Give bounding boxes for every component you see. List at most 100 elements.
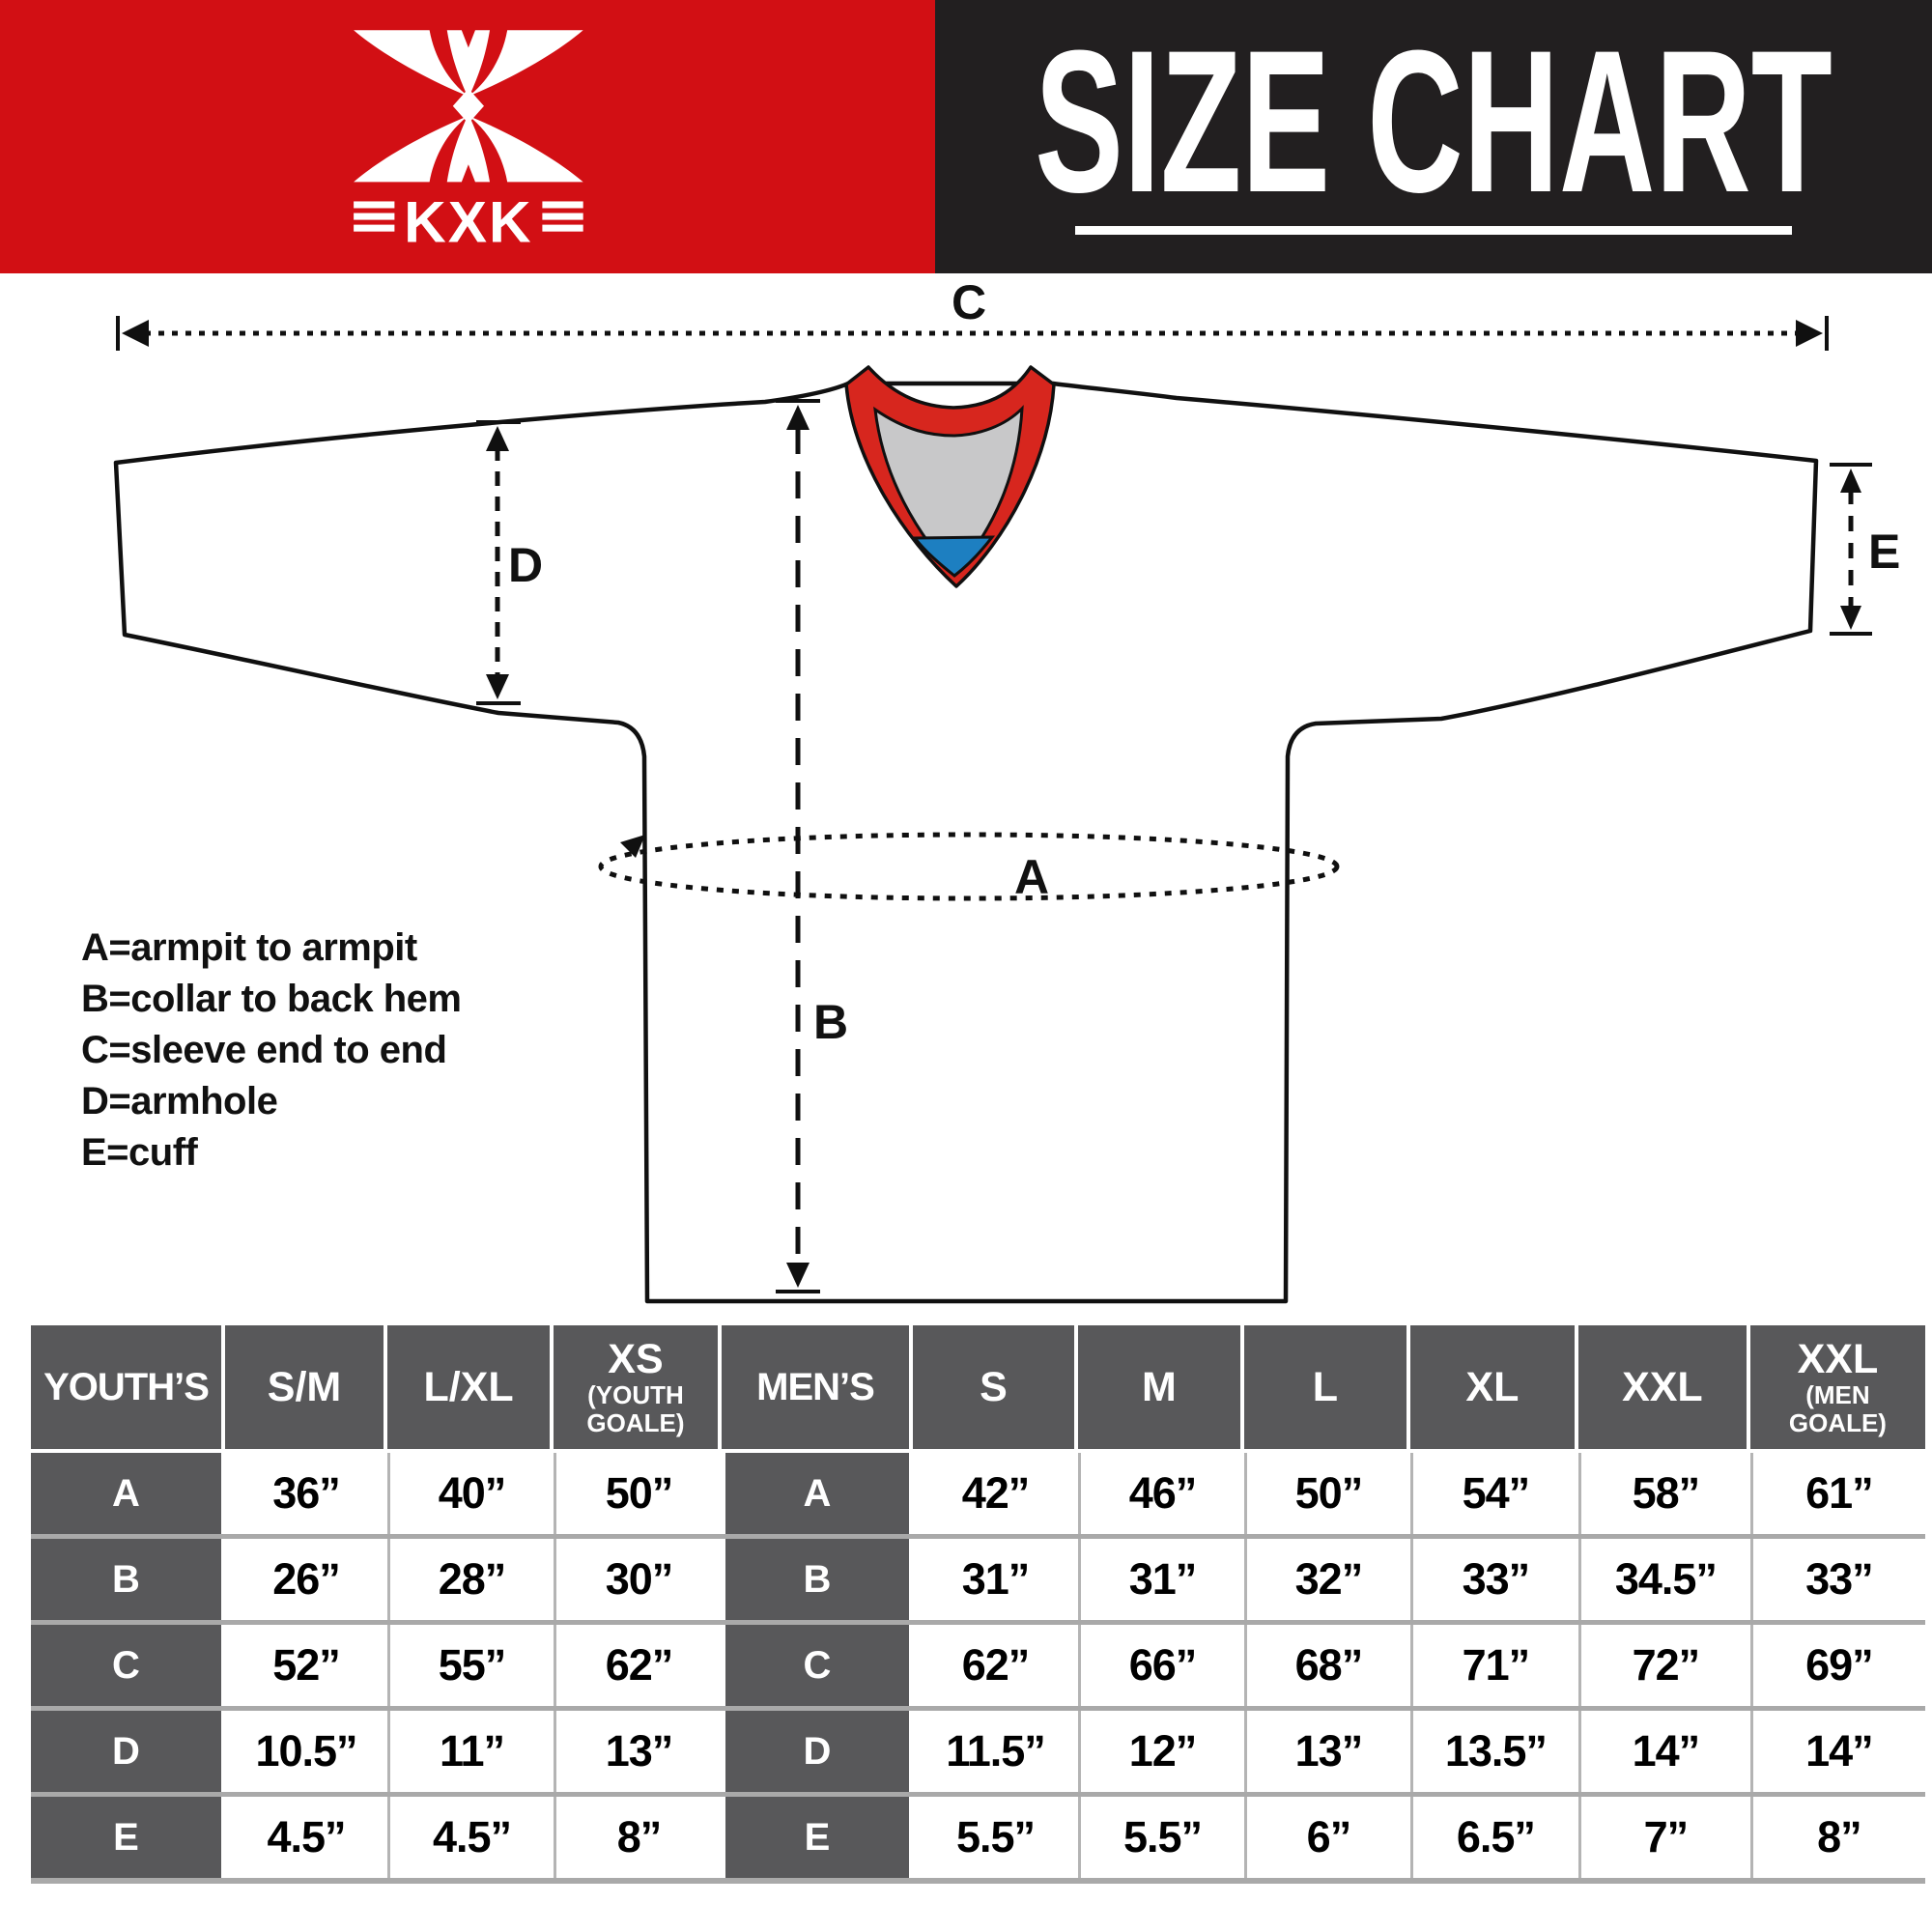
row-letter: A (112, 1471, 140, 1515)
table-cell: 33” (1749, 1539, 1925, 1620)
kxk-logo: KXK (354, 30, 583, 255)
table-cell: 13.5” (1409, 1711, 1578, 1792)
table-cell: 68” (1243, 1625, 1410, 1706)
row-letter: B (803, 1557, 832, 1601)
measure-A: A (598, 832, 1340, 904)
table-cell: 58” (1577, 1453, 1750, 1534)
table-cell: 7” (1577, 1797, 1750, 1878)
table-cell: 28” (387, 1539, 554, 1620)
collar-inner (873, 405, 1024, 578)
table-row-label: B (721, 1539, 913, 1620)
size-subname: (MEN GOALE) (1788, 1380, 1887, 1437)
table-row-label: C (721, 1625, 913, 1706)
table-header-label: YOUTH’S (43, 1365, 210, 1408)
measure-D: D (476, 420, 543, 705)
measure-C: C (116, 275, 1829, 351)
size-name: XS (608, 1336, 664, 1382)
jersey-diagram: C D B E A (113, 275, 1900, 1304)
table-row-label: E (721, 1797, 913, 1878)
table-row-label: A (31, 1453, 225, 1534)
size-name: L (1312, 1364, 1339, 1410)
label-C: C (952, 275, 986, 329)
label-D: D (508, 538, 543, 592)
table-cell: 4.5” (225, 1797, 388, 1878)
table-cell: 61” (1749, 1453, 1925, 1534)
size-name: M (1142, 1364, 1177, 1410)
table-cell: 4.5” (387, 1797, 554, 1878)
table-cell: 12” (1077, 1711, 1244, 1792)
table-row-label: D (721, 1711, 913, 1792)
legend-line: B=collar to back hem (81, 978, 462, 1020)
table-cell: 33” (1409, 1539, 1578, 1620)
table-row-label: B (31, 1539, 225, 1620)
table-cell: 6” (1243, 1797, 1410, 1878)
table-header-mens: MEN’S (721, 1325, 913, 1449)
table-header-col: M (1077, 1325, 1244, 1449)
table-cell: 11” (387, 1711, 554, 1792)
table-header-label: MEN’S (756, 1365, 875, 1408)
size-name: XXL (1622, 1364, 1703, 1410)
measurement-legend: A=armpit to armpit B=collar to back hem C=… (81, 923, 462, 1179)
table-header-col: XXL (1577, 1325, 1750, 1449)
page-title: SIZE CHART (1035, 8, 1833, 236)
table-cell: 50” (1243, 1453, 1410, 1534)
table-cell: 62” (913, 1625, 1078, 1706)
table-header-col: L (1243, 1325, 1410, 1449)
table-header-col: XXL (MEN GOALE) (1749, 1325, 1925, 1449)
table-cell: 50” (554, 1453, 722, 1534)
size-subname: (YOUTH GOALE) (586, 1380, 685, 1437)
table-cell: 52” (225, 1625, 388, 1706)
label-B: B (813, 995, 848, 1049)
table-cell: 62” (554, 1625, 722, 1706)
table-cell: 34.5” (1577, 1539, 1750, 1620)
table-header-col: S (913, 1325, 1078, 1449)
row-letter: D (112, 1729, 140, 1773)
table-row: A 36” 40” 50” A 42” 46” 50” 54” 58” 61” (31, 1453, 1925, 1534)
logo-side-bars (354, 201, 583, 232)
legend-line: A=armpit to armpit (81, 926, 417, 969)
size-name: XL (1465, 1364, 1520, 1410)
row-letter: C (803, 1643, 832, 1687)
table-cell: 14” (1749, 1711, 1925, 1792)
size-name: S (980, 1364, 1008, 1410)
table-row-label: A (721, 1453, 913, 1534)
legend-line: D=armhole (81, 1080, 278, 1122)
label-E: E (1868, 525, 1900, 579)
row-letter: D (803, 1729, 832, 1773)
table-cell: 40” (387, 1453, 554, 1534)
table-cell: 36” (225, 1453, 388, 1534)
size-table: YOUTH’S S/M L/XL XS (YOUTH GOALE) MEN’S S M L XL X… (31, 1325, 1925, 1884)
table-cell: 54” (1409, 1453, 1578, 1534)
table-cell: 13” (1243, 1711, 1410, 1792)
table-header-col: XS (YOUTH GOALE) (554, 1325, 722, 1449)
table-header-col: S/M (225, 1325, 388, 1449)
logo-text: KXK (404, 189, 533, 255)
table-cell: 26” (225, 1539, 388, 1620)
row-letter: C (112, 1643, 140, 1687)
brand-header: KXK (0, 0, 935, 273)
table-row-label: C (31, 1625, 225, 1706)
table-row: B 26” 28” 30” B 31” 31” 32” 33” 34.5” 33” (31, 1539, 1925, 1620)
table-cell: 55” (387, 1625, 554, 1706)
measure-E: E (1830, 463, 1900, 636)
table-cell: 14” (1577, 1711, 1750, 1792)
table-cell: 69” (1749, 1625, 1925, 1706)
table-row: E 4.5” 4.5” 8” E 5.5” 5.5” 6” 6.5” 7” 8” (31, 1797, 1925, 1878)
table-cell: 30” (554, 1539, 722, 1620)
row-separator (31, 1534, 1925, 1539)
table-cell: 66” (1077, 1625, 1244, 1706)
size-name: S/M (267, 1364, 342, 1410)
table-row-label: E (31, 1797, 225, 1878)
logo-x-mark (354, 30, 583, 183)
table-cell: 11.5” (913, 1711, 1078, 1792)
collar-insert (911, 535, 996, 578)
table-row: C 52” 55” 62” C 62” 66” 68” 71” 72” 69” (31, 1625, 1925, 1706)
page-header: KXK SIZE CHART (0, 0, 1932, 273)
row-separator (31, 1706, 1925, 1711)
table-header-col: XL (1409, 1325, 1578, 1449)
table-row: D 10.5” 11” 13” D 11.5” 12” 13” 13.5” 14” 14” (31, 1711, 1925, 1792)
table-row-label: D (31, 1711, 225, 1792)
table-cell: 8” (1749, 1797, 1925, 1878)
legend-line: C=sleeve end to end (81, 1029, 447, 1071)
table-cell: 5.5” (1077, 1797, 1244, 1878)
